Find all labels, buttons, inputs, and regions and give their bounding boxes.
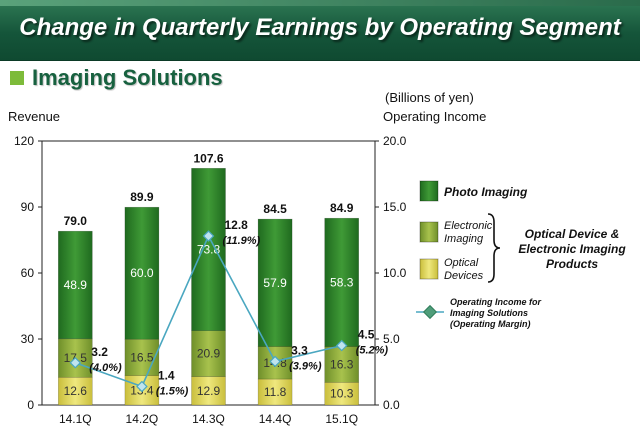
legend-label-electronic-imaging: Imaging (444, 233, 484, 245)
legend-label-operating-income: (Operating Margin) (450, 319, 531, 329)
section-bullet-icon (10, 71, 24, 85)
x-tick-label: 14.2Q (126, 412, 159, 426)
title-banner: Change in Quarterly Earnings by Operatin… (0, 0, 640, 61)
operating-income-value: 12.8 (225, 218, 249, 232)
y-tick-label: 60 (21, 266, 35, 280)
segment-value-label: 58.3 (330, 275, 354, 289)
bar-total-label: 79.0 (64, 214, 88, 228)
bar-photo-imaging (124, 206, 160, 340)
operating-margin-label: (1.5%) (156, 386, 189, 398)
segment-value-label: 16.5 (130, 350, 154, 364)
operating-margin-label: (5.2%) (356, 345, 389, 357)
y-tick-label: 90 (21, 200, 35, 214)
legend-label-operating-income: Operating Income for (450, 297, 542, 307)
y2-tick-label: 5.0 (383, 332, 400, 346)
section-heading: Imaging Solutions (10, 64, 223, 92)
segment-value-label: 57.9 (263, 276, 287, 290)
legend-group-label: Products (546, 257, 598, 271)
y-tick-label: 120 (14, 134, 34, 148)
operating-income-value: 4.5 (358, 328, 375, 342)
segment-value-label: 10.3 (330, 387, 354, 401)
legend-swatch-optical-devices (419, 258, 439, 280)
y2-tick-label: 15.0 (383, 200, 407, 214)
y-tick-label: 0 (27, 398, 34, 412)
bar-total-label: 89.9 (130, 190, 154, 204)
legend-swatch-electronic-imaging (419, 221, 439, 243)
bar-photo-imaging (57, 230, 93, 340)
operating-margin-label: (4.0%) (89, 362, 122, 374)
unit-note: (Billions of yen) (385, 90, 474, 105)
segment-value-label: 12.6 (64, 384, 88, 398)
operating-income-value: 1.4 (158, 369, 175, 383)
bar-total-label: 84.9 (330, 201, 354, 215)
segment-value-label: 60.0 (130, 266, 154, 280)
legend-label-optical-devices: Optical (444, 257, 479, 269)
operating-income-marker (335, 339, 348, 352)
operating-income-marker (202, 230, 215, 242)
segment-value-label: 11.8 (264, 385, 287, 399)
bar-total-label: 107.6 (193, 151, 223, 165)
bar-total-label: 84.5 (263, 202, 287, 216)
bar-photo-imaging (191, 167, 226, 331)
segment-value-label: 20.9 (197, 347, 221, 361)
y2-axis-title: Operating Income (383, 109, 487, 124)
bar-electronic-imaging (191, 330, 226, 377)
x-tick-label: 15.1Q (325, 412, 358, 426)
page-title: Change in Quarterly Earnings by Operatin… (19, 14, 621, 41)
legend-brace (487, 213, 501, 283)
legend-label-electronic-imaging: Electronic (444, 220, 493, 232)
y2-tick-label: 0.0 (383, 398, 400, 412)
y-tick-label: 30 (21, 332, 35, 346)
segment-value-label: 12.9 (197, 384, 221, 398)
operating-income-value: 3.3 (291, 343, 308, 357)
bar-photo-imaging (324, 217, 360, 347)
operating-income-value: 3.2 (91, 345, 108, 359)
bar-optical-devices (257, 378, 293, 406)
segment-value-label: 48.9 (64, 278, 88, 292)
bar-optical-devices (191, 376, 226, 406)
legend-marker-operating-income (422, 304, 438, 320)
y2-tick-label: 20.0 (383, 134, 407, 148)
y-axis-title: Revenue (8, 109, 61, 124)
legend-label-photo-imaging: Photo Imaging (444, 185, 528, 199)
operating-income-marker (269, 355, 281, 368)
legend-group-label: Electronic Imaging (518, 242, 626, 256)
legend-group-label: Optical Device & (525, 227, 620, 241)
operating-income-marker (69, 356, 82, 369)
bar-electronic-imaging (124, 338, 160, 376)
bar-photo-imaging (257, 218, 293, 347)
y2-tick-label: 10.0 (383, 266, 407, 280)
x-tick-label: 14.3Q (192, 412, 225, 426)
x-tick-label: 14.1Q (59, 412, 92, 426)
legend-label-operating-income: Imaging Solutions (450, 308, 528, 318)
segment-value-label: 16.3 (330, 357, 354, 371)
bar-optical-devices (57, 376, 93, 406)
operating-margin-label: (3.9%) (289, 360, 322, 372)
banner-stripe (0, 0, 640, 6)
section-title: Imaging Solutions (32, 65, 223, 90)
legend-label-optical-devices: Devices (444, 270, 484, 282)
legend-swatch-photo-imaging (419, 180, 439, 202)
operating-income-marker (136, 380, 148, 393)
operating-margin-label: (11.9%) (223, 235, 261, 247)
x-tick-label: 14.4Q (259, 412, 292, 426)
